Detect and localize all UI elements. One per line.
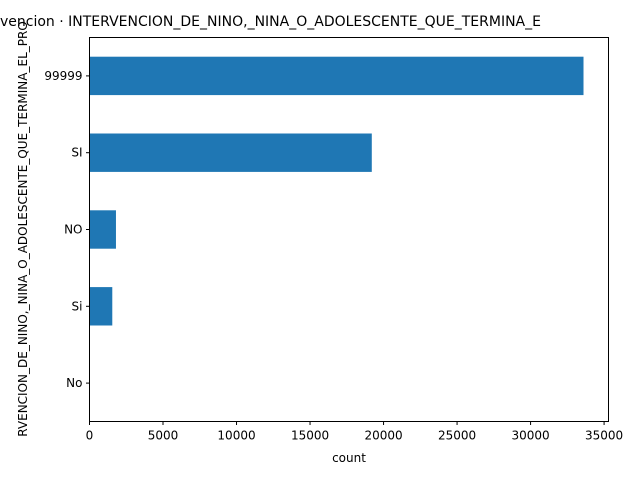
y-tick-label: SI — [71, 146, 82, 160]
y-tick-label: No — [66, 376, 82, 390]
y-tick-label: Si — [72, 299, 83, 313]
x-tick-label: 30000 — [511, 429, 549, 443]
x-tick-label: 10000 — [217, 429, 255, 443]
x-axis-ticks: 0 5000 10000 15000 20000 25000 30000 35000 — [86, 421, 623, 443]
x-tick-label: 0 — [86, 429, 94, 443]
bars-group — [89, 56, 584, 403]
x-tick-label: 5000 — [148, 429, 179, 443]
bar-si — [89, 287, 113, 326]
bar-no — [89, 210, 116, 249]
y-axis-label: RVENCION_DE_NINO,_NINA_O_ADOLESCENTE_QUE… — [16, 21, 30, 437]
bar-si — [89, 133, 372, 172]
x-axis-label: count — [332, 451, 366, 465]
x-tick-label: 35000 — [585, 429, 623, 443]
x-tick-label: 20000 — [364, 429, 402, 443]
chart-title: vencion · INTERVENCION_DE_NINO,_NINA_O_A… — [0, 14, 541, 30]
bar-99999 — [89, 56, 584, 96]
y-axis-ticks: 99999 SI NO Si No — [44, 69, 90, 390]
x-tick-label: 25000 — [438, 429, 476, 443]
x-tick-label: 15000 — [291, 429, 329, 443]
y-tick-label: NO — [64, 223, 82, 237]
y-tick-label: 99999 — [44, 69, 82, 83]
